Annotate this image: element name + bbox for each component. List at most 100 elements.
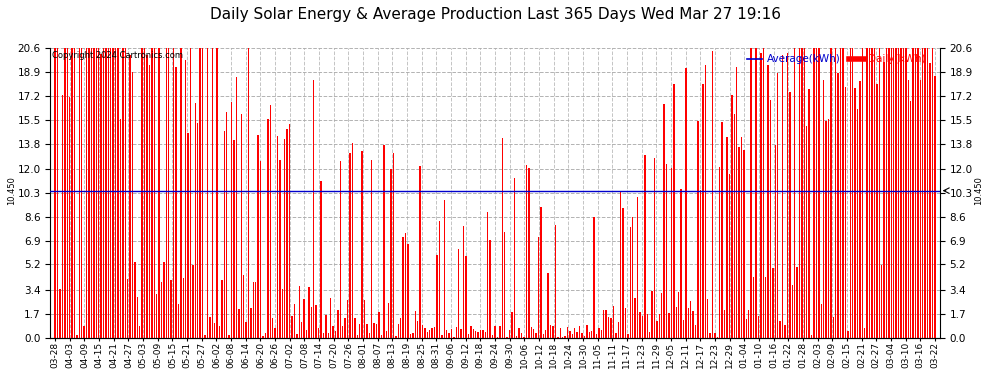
Bar	[71, 48, 73, 338]
Bar	[528, 168, 530, 338]
Bar	[328, 333, 329, 338]
Bar	[543, 334, 545, 338]
Bar	[204, 335, 206, 338]
Bar	[547, 273, 548, 338]
Bar	[187, 133, 189, 338]
Bar	[866, 48, 868, 338]
Bar	[591, 331, 592, 338]
Bar	[794, 48, 795, 338]
Bar	[132, 72, 134, 338]
Bar	[722, 122, 723, 338]
Bar	[137, 297, 138, 338]
Bar	[175, 67, 177, 338]
Bar	[861, 48, 863, 338]
Bar	[905, 48, 907, 338]
Bar	[190, 48, 191, 338]
Bar	[308, 287, 310, 338]
Bar	[108, 48, 109, 338]
Bar	[54, 48, 55, 338]
Bar	[378, 312, 380, 338]
Bar	[603, 310, 605, 338]
Bar	[700, 190, 701, 338]
Bar	[125, 48, 126, 338]
Bar	[446, 330, 447, 338]
Bar	[564, 336, 566, 338]
Bar	[765, 277, 766, 338]
Bar	[199, 48, 201, 338]
Bar	[224, 132, 225, 338]
Bar	[458, 249, 459, 338]
Bar	[207, 48, 208, 338]
Bar	[158, 48, 159, 338]
Bar	[259, 160, 261, 338]
Text: Copyright 2024 Cartronics.com: Copyright 2024 Cartronics.com	[52, 51, 183, 60]
Bar	[460, 328, 462, 338]
Bar	[168, 48, 169, 338]
Bar	[410, 334, 411, 338]
Bar	[615, 333, 617, 338]
Bar	[646, 314, 648, 338]
Bar	[400, 318, 402, 338]
Bar	[630, 226, 631, 338]
Bar	[502, 138, 503, 338]
Bar	[581, 333, 583, 338]
Bar	[363, 300, 365, 338]
Bar	[903, 48, 904, 338]
Bar	[59, 289, 60, 338]
Bar	[405, 233, 406, 338]
Bar	[95, 48, 97, 338]
Bar	[727, 136, 728, 338]
Bar	[668, 314, 669, 338]
Bar	[398, 324, 399, 338]
Bar	[383, 146, 384, 338]
Bar	[935, 76, 936, 338]
Bar	[569, 331, 570, 338]
Bar	[697, 121, 699, 338]
Bar	[632, 217, 634, 338]
Bar	[762, 48, 764, 338]
Bar	[286, 129, 288, 338]
Bar	[296, 334, 298, 338]
Bar	[552, 326, 553, 338]
Bar	[209, 317, 211, 338]
Bar	[656, 321, 657, 338]
Bar	[640, 312, 641, 338]
Bar	[823, 80, 825, 338]
Bar	[417, 321, 419, 338]
Bar	[489, 240, 491, 338]
Bar	[598, 328, 600, 338]
Bar	[142, 48, 143, 338]
Bar	[864, 327, 865, 338]
Bar	[545, 330, 546, 338]
Bar	[156, 294, 157, 338]
Bar	[772, 268, 773, 338]
Bar	[908, 80, 909, 338]
Bar	[736, 67, 738, 338]
Bar	[289, 124, 290, 338]
Bar	[574, 328, 575, 338]
Bar	[170, 280, 172, 338]
Bar	[658, 314, 660, 338]
Bar	[264, 333, 266, 338]
Bar	[734, 114, 735, 338]
Bar	[250, 308, 251, 338]
Bar	[835, 48, 837, 338]
Bar	[229, 334, 230, 338]
Bar	[316, 305, 317, 338]
Bar	[356, 335, 358, 338]
Bar	[705, 65, 706, 338]
Bar	[895, 48, 897, 338]
Bar	[424, 328, 426, 338]
Bar	[117, 48, 119, 338]
Bar	[78, 48, 80, 338]
Bar	[277, 136, 278, 338]
Bar	[463, 226, 464, 338]
Bar	[779, 321, 781, 338]
Bar	[593, 217, 595, 338]
Bar	[274, 328, 276, 338]
Bar	[588, 332, 590, 338]
Bar	[519, 328, 520, 338]
Bar	[828, 118, 830, 338]
Bar	[497, 337, 498, 338]
Bar	[717, 337, 718, 338]
